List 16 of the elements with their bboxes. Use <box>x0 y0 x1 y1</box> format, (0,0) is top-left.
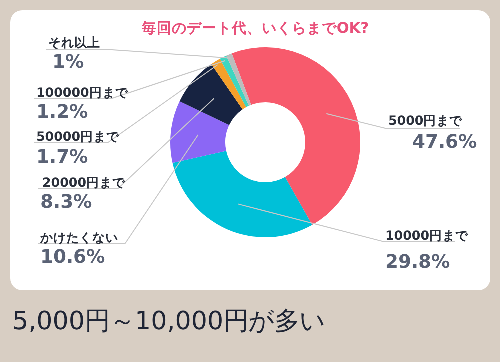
data-label: 10.6% <box>40 247 106 268</box>
slice-label: 5000円まで <box>388 113 464 128</box>
chart-title: 毎回のデート代、いくらまでOK? <box>140 20 370 37</box>
data-label: 47.6% <box>412 132 478 153</box>
slice-label: それ以上 <box>48 35 100 50</box>
text: 5,000円～10,000円が多い <box>12 306 326 336</box>
data-label: 1.2% <box>36 102 89 123</box>
data-label: 29.8% <box>386 252 451 273</box>
slice-label: 100000円まで <box>36 85 130 100</box>
data-label: 1.7% <box>36 147 89 168</box>
slice-label: 20000円まで <box>42 175 127 190</box>
data-label: 8.3% <box>40 192 93 213</box>
slice-label: かけたくない <box>40 230 118 245</box>
data-label: 1% <box>52 52 84 73</box>
slice-label: 10000円まで <box>386 228 470 243</box>
slice-label: 50000円まで <box>36 129 121 144</box>
